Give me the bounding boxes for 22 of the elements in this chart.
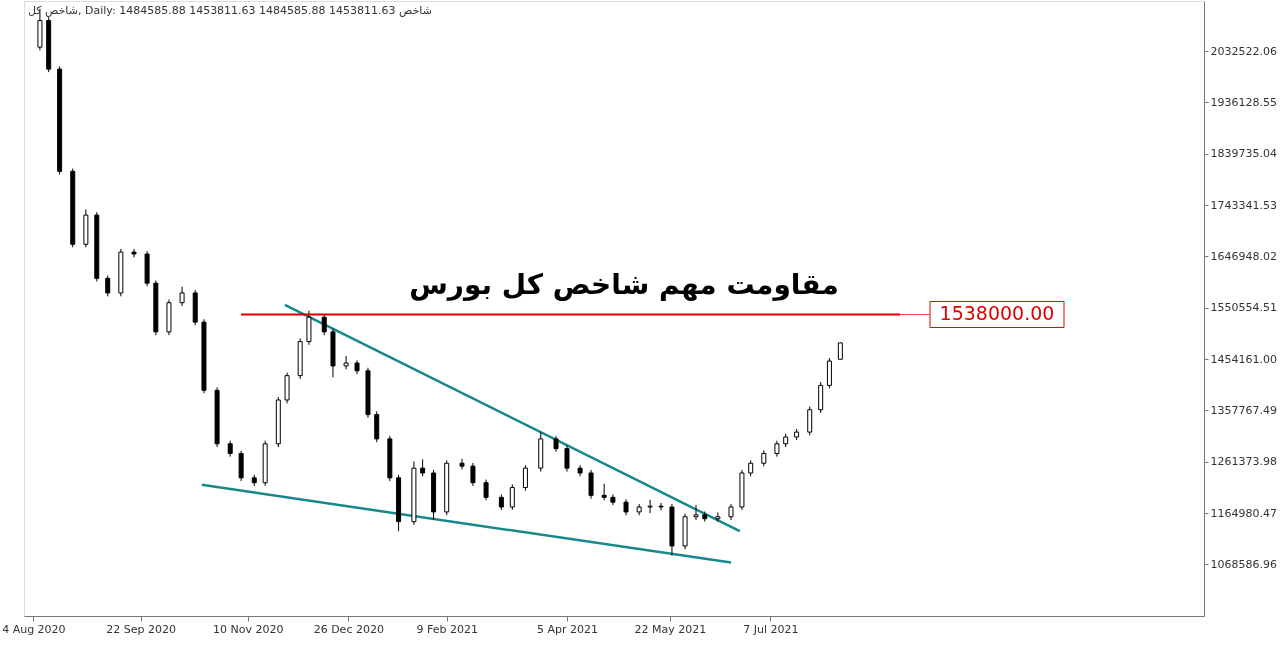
x-tick-label: 26 Dec 2020: [313, 622, 384, 636]
y-tick-label: 1936128.55: [1210, 95, 1277, 109]
y-tick-label: 1454161.00: [1210, 352, 1277, 366]
y-tick-label: 1357767.49: [1210, 403, 1277, 417]
x-tick-label: 7 Jul 2021: [743, 622, 799, 636]
y-tick-label: 2032522.06: [1210, 44, 1277, 58]
y-tick-label: 1164980.47: [1210, 506, 1277, 520]
y-tick-label: 1839735.04: [1210, 147, 1277, 161]
y-tick-label: 1068586.96: [1210, 557, 1277, 571]
y-tick-label: 1743341.53: [1210, 198, 1277, 212]
x-tick-label: 4 Aug 2020: [2, 622, 66, 636]
text: مقاومت مهم شاخص کل بورس: [409, 268, 839, 301]
x-tick-label: 10 Nov 2020: [212, 622, 284, 636]
chart-subtitle: شاخص کل, Daily: 1484585.88 1453811.63 1484585.88 1453811.63 شاخص: [28, 4, 432, 17]
y-tick-label: 1261373.98: [1210, 455, 1277, 469]
y-tick-label: 1550554.51: [1210, 301, 1277, 315]
x-tick-label: 22 Sep 2020: [106, 622, 176, 636]
x-tick-label: 5 Apr 2021: [536, 622, 598, 636]
y-tick-label: 1646948.02: [1210, 249, 1277, 263]
ref-line-label: 1538000.00: [939, 302, 1055, 325]
x-tick-label: 22 May 2021: [634, 622, 707, 636]
x-tick-label: 9 Feb 2021: [416, 622, 478, 636]
